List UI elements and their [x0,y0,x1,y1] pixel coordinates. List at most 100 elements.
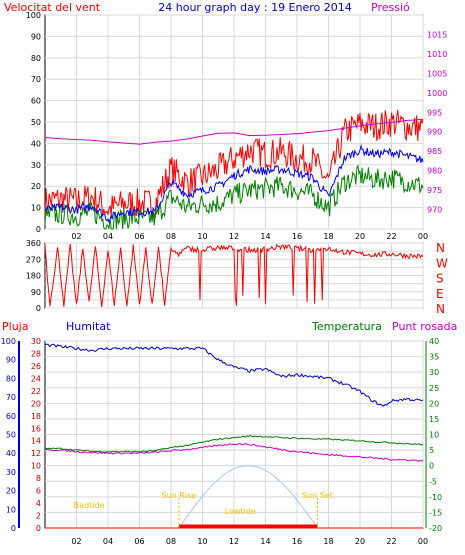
rain-y-tick-label: 14 [31,437,41,446]
thp-x-tick-label: 16 [292,537,302,546]
wind-y-tick-label: 90 [31,32,41,41]
compass-label: W [436,256,448,270]
thp-x-tick-label: 22 [386,537,396,546]
wind-x-tick-label: 12 [229,232,239,241]
wind-avg-series [44,143,424,224]
direction-y-tick-label: 360 [26,239,41,248]
thp-x-tick-label: 08 [166,537,176,546]
rain-y-tick-label: 28 [31,349,41,358]
compass-label: E [436,287,444,301]
humidity-y-tick-label: 50 [6,431,16,440]
wind-y-tick-label: 80 [31,54,41,63]
compass-label: S [436,272,444,286]
humidity-y-tick-label: 60 [6,412,16,421]
thp-x-tick-label: 06 [134,537,144,546]
pressure-y-tick-label: 1010 [427,50,447,59]
rain-y-tick-label: 6 [36,487,41,496]
lowtide-label: Lowtide [225,507,256,516]
wind-y-tick-label: 40 [31,139,41,148]
wind-x-tick-label: 00 [418,232,428,241]
wind-y-tick-label: 30 [31,161,41,170]
temperature-y-tick-label: -5 [429,477,437,486]
wind-x-tick-label: 18 [323,232,333,241]
temperature-y-tick-label: 40 [429,337,439,346]
wind-x-tick-label: 16 [292,232,302,241]
temperature-y-tick-label: 20 [429,399,439,408]
humidity-y-tick-label: 70 [6,393,16,402]
humidity-y-tick-label: 20 [6,487,16,496]
temperature-series [44,435,424,453]
thp-x-tick-label: 00 [418,537,428,546]
rain-y-tick-label: 22 [31,387,41,396]
wind-y-tick-label: 20 [31,182,41,191]
sunrise-label: Sun Rise [162,491,197,500]
pressure-y-tick-label: 980 [427,167,442,176]
wind-x-tick-label: 04 [103,232,113,241]
rain-y-tick-label: 18 [31,412,41,421]
temperature-y-tick-label: 30 [429,368,439,377]
pressure-label: Pressió [371,1,410,14]
rain-y-tick-label: 26 [31,362,41,371]
temperature-y-tick-label: 10 [429,431,439,440]
direction-y-tick-label: 0 [36,304,41,313]
wind-x-tick-label: 10 [197,232,207,241]
humidity-y-tick-label: 10 [6,505,16,514]
compass-label: N [436,302,445,316]
temperature-y-tick-label: 5 [429,446,434,455]
compass-label: N [436,241,445,255]
rain-y-tick-label: 2 [36,512,41,521]
wind-x-tick-label: 22 [386,232,396,241]
dewpoint-label: Punt rosada [392,320,457,333]
wind-x-tick-label: 20 [355,232,365,241]
pressure-y-tick-label: 1015 [427,30,447,39]
temperature-label: Temperatura [311,320,382,333]
direction-y-tick-label: 270 [26,255,41,264]
wind-y-tick-label: 70 [31,75,41,84]
humidity-y-tick-label: 40 [6,449,16,458]
pressure-y-tick-label: 985 [427,147,442,156]
wind-x-tick-label: 06 [134,232,144,241]
temperature-y-tick-label: 25 [429,384,439,393]
badtide-label: Badtide [74,501,105,510]
humidity-series [44,343,424,407]
dewpoint-series [44,443,424,462]
humidity-y-tick-label: 80 [6,374,16,383]
temperature-y-tick-label: -10 [429,493,442,502]
wind-y-tick-label: 60 [31,97,41,106]
rain-y-tick-label: 4 [36,499,41,508]
temp-humidity-panel: -20-15-10-505101520253035400102030405060… [1,337,442,546]
graph-title: 24 hour graph day : 19 Enero 2014 [158,1,352,14]
thp-x-tick-label: 14 [260,537,270,546]
rain-y-tick-label: 8 [36,474,41,483]
pressure-y-tick-label: 995 [427,108,442,117]
pressure-y-tick-label: 970 [427,206,442,215]
wind-x-tick-label: 14 [260,232,270,241]
direction-series [44,243,424,308]
wind-y-tick-label: 50 [31,118,41,127]
temperature-y-tick-label: 15 [429,415,439,424]
direction-y-tick-label: 180 [26,272,41,281]
rain-y-tick-label: 10 [31,462,41,471]
wind-panel: 0 10 20 30 40 50 60 70 80 90 100 970 975 980 985 990 995… [26,11,448,241]
wind-max-series [44,110,424,219]
thp-x-tick-label: 18 [323,537,333,546]
pressure-series [44,118,424,145]
wind-speed-label: Velocitat del vent [4,1,101,14]
wind-y-tick-label: 0 [36,225,41,234]
pressure-y-tick-label: 990 [427,128,442,137]
wind-low-series [44,164,424,230]
sunset-label: Sun Set [302,491,333,500]
humidity-y-tick-label: 0 [11,524,16,533]
thp-x-tick-label: 12 [229,537,239,546]
pressure-y-tick-label: 1000 [427,89,447,98]
temperature-y-tick-label: -20 [429,524,442,533]
pressure-y-tick-label: 1005 [427,69,447,78]
wind-x-tick-label: 02 [71,232,81,241]
temperature-y-tick-label: -15 [429,508,442,517]
rain-y-tick-label: 30 [31,337,41,346]
rain-y-tick-label: 12 [31,449,41,458]
thp-x-tick-label: 02 [71,537,81,546]
rain-y-tick-label: 20 [31,399,41,408]
